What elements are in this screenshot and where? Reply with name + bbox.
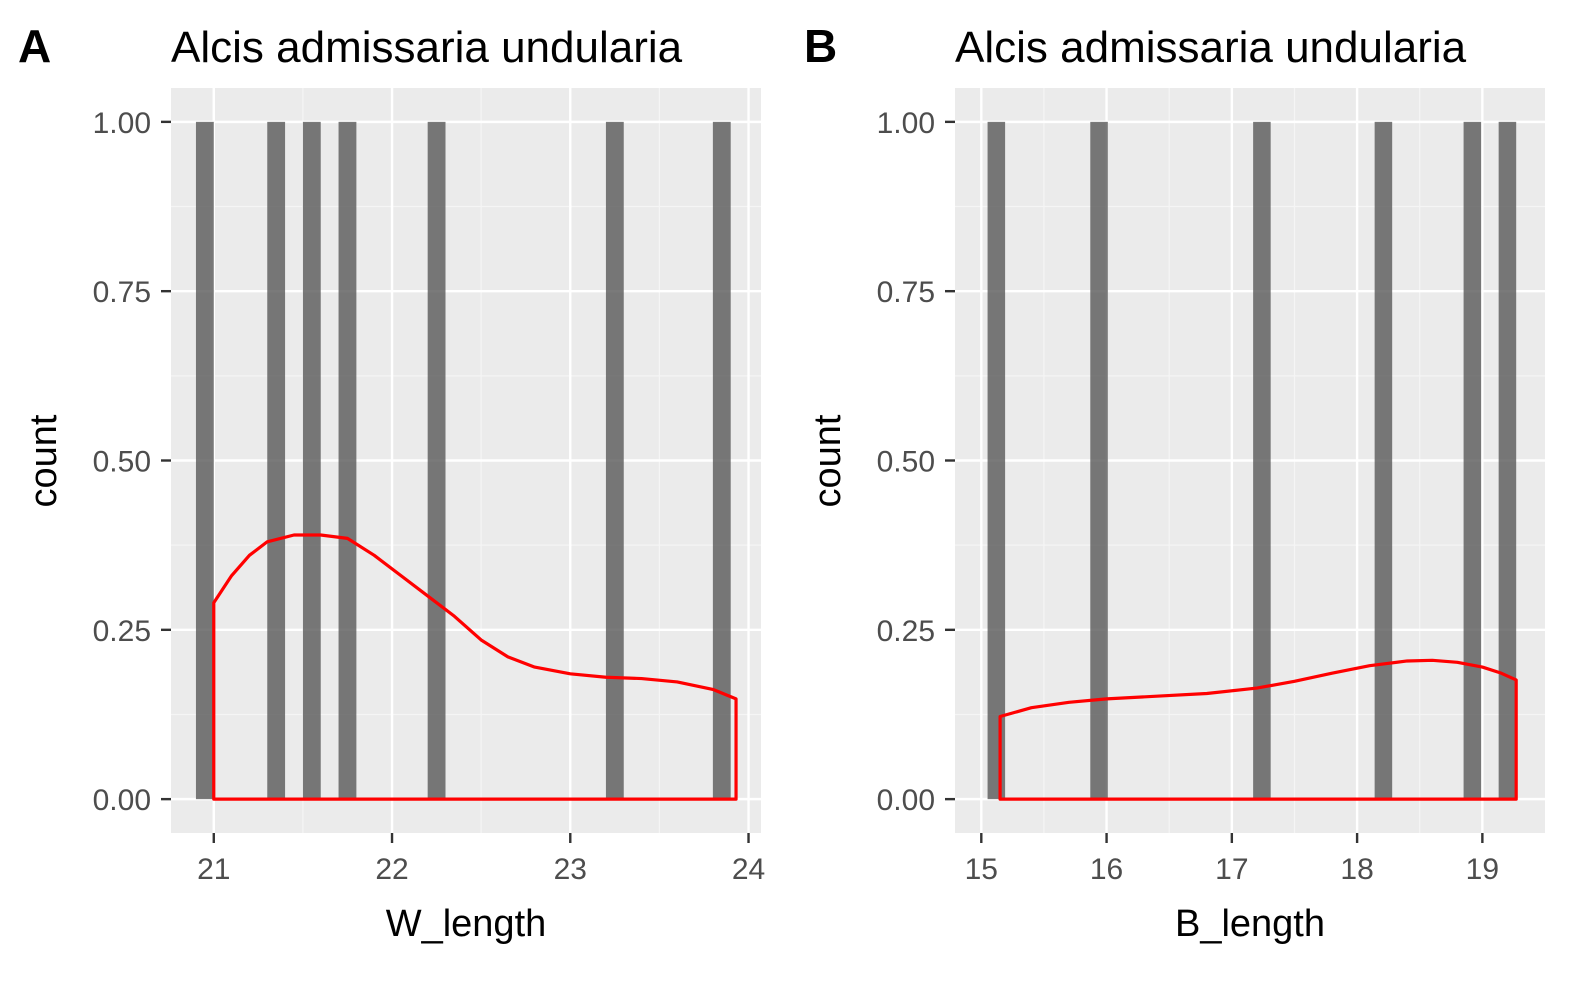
panel-b-bar-5 — [1463, 121, 1482, 800]
panel-a-bar-6 — [605, 121, 624, 800]
panel-b-density-curve — [998, 658, 1518, 801]
panel-b-x-tick-label: 18 — [1340, 853, 1373, 886]
panel-a-bar-2 — [267, 121, 286, 800]
panel-b-y-tick-label: 0.25 — [877, 615, 935, 648]
panel-a-x-tick-label: 21 — [197, 853, 230, 886]
panel-b-bar-2 — [1090, 121, 1108, 800]
panel-tag-a: A — [18, 20, 51, 72]
panel-a-bar-5 — [427, 121, 446, 800]
panel-b-y-tick-label: 0.00 — [877, 784, 935, 817]
panel-b-title: Alcis admissaria undularia — [955, 23, 1467, 72]
panel-a-x-tick-label: 22 — [375, 853, 408, 886]
panel-a-bar-7 — [712, 121, 731, 800]
panel-a-x-tick-label: 24 — [732, 853, 765, 886]
panel-a-bar-1 — [195, 121, 214, 800]
panel-b-density — [998, 658, 1518, 801]
panel-a: A Alcis admissaria undularia 0.00 0.25 0.5… — [18, 20, 765, 945]
panel-b-x-tick-label: 16 — [1090, 853, 1123, 886]
panel-b-bar-4 — [1374, 121, 1393, 800]
panel-a-y-tick-label: 0.00 — [93, 784, 151, 817]
panel-b-x-tick-label: 15 — [965, 853, 998, 886]
panel-tag-b: B — [804, 20, 837, 72]
panel-b-x-axis-title: B_length — [1175, 903, 1325, 945]
panel-b-y-axis-title: count — [807, 414, 849, 507]
panel-b-x-tick-label: 19 — [1466, 853, 1499, 886]
panel-a-density — [212, 533, 738, 801]
panel-b-y-tick-label: 1.00 — [877, 107, 935, 140]
panel-b-bar-3 — [1253, 121, 1271, 800]
panel-a-bar-3 — [302, 121, 321, 800]
panel-b-header-background — [788, 0, 1593, 90]
panel-a-x-tick-label: 23 — [554, 853, 587, 886]
panel-a-title: Alcis admissaria undularia — [171, 23, 683, 72]
panel-b-axes: 0.00 0.25 0.50 0.75 1.00 15 16 17 18 19 — [877, 107, 1499, 886]
panel-a-bar-4 — [338, 121, 357, 800]
panel-a-y-tick-label: 0.50 — [93, 446, 151, 479]
panel-a-density-curve — [212, 533, 738, 801]
panel-a-x-axis-title: W_length — [386, 903, 547, 945]
panel-b-bars — [987, 121, 1517, 800]
panel-a-axes: 0.00 0.25 0.50 0.75 1.00 21 22 23 24 — [93, 107, 766, 886]
panel-b: B Alcis admissaria undularia 0.00 0.25 0.5… — [788, 0, 1593, 945]
panel-b-bar-6 — [1498, 121, 1517, 800]
panel-a-y-axis-title: count — [23, 414, 65, 507]
panel-a-y-tick-label: 0.25 — [93, 615, 151, 648]
panel-a-bars — [195, 121, 731, 800]
panel-a-y-tick-label: 1.00 — [93, 107, 151, 140]
panel-a-y-tick-label: 0.75 — [93, 276, 151, 309]
panel-b-x-tick-label: 17 — [1215, 853, 1248, 886]
panel-b-y-tick-label: 0.75 — [877, 276, 935, 309]
panel-b-bar-1 — [987, 121, 1006, 800]
panel-b-y-tick-label: 0.50 — [877, 446, 935, 479]
